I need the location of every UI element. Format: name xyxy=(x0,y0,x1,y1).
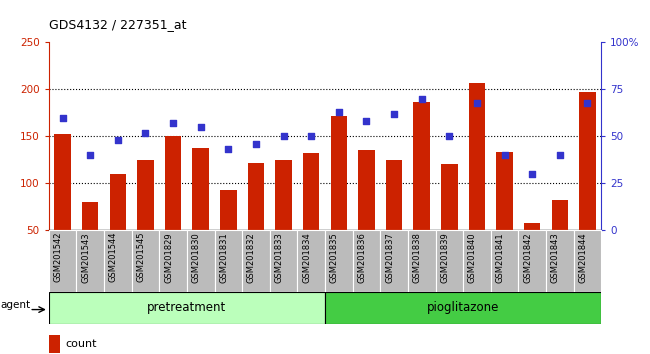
Bar xyxy=(104,230,131,292)
Bar xyxy=(491,230,519,292)
Text: GSM201834: GSM201834 xyxy=(302,232,311,283)
Text: GSM201842: GSM201842 xyxy=(523,232,532,282)
Point xyxy=(361,119,372,124)
Bar xyxy=(546,230,573,292)
Point xyxy=(527,171,538,177)
Point xyxy=(168,120,178,126)
Point xyxy=(112,137,123,143)
Bar xyxy=(220,190,237,277)
Bar xyxy=(330,116,347,277)
Bar xyxy=(441,164,458,277)
Text: GSM201542: GSM201542 xyxy=(53,232,62,282)
Bar xyxy=(192,148,209,277)
Text: GSM201543: GSM201543 xyxy=(81,232,90,282)
Point xyxy=(57,115,68,120)
Bar xyxy=(109,174,126,277)
Text: GDS4132 / 227351_at: GDS4132 / 227351_at xyxy=(49,18,187,31)
Text: count: count xyxy=(65,339,97,349)
Text: GSM201844: GSM201844 xyxy=(578,232,588,282)
Point xyxy=(444,133,454,139)
Bar xyxy=(131,230,159,292)
Point xyxy=(278,133,289,139)
Bar xyxy=(77,230,104,292)
Text: GSM201843: GSM201843 xyxy=(551,232,560,283)
Bar xyxy=(413,102,430,277)
Bar xyxy=(436,230,463,292)
Point xyxy=(389,111,399,116)
Point xyxy=(333,109,344,115)
Point xyxy=(582,100,593,105)
Bar xyxy=(325,292,601,324)
Bar xyxy=(159,230,187,292)
Bar xyxy=(276,160,292,277)
Bar xyxy=(303,153,319,277)
Text: GSM201833: GSM201833 xyxy=(274,232,283,283)
Bar xyxy=(519,230,546,292)
Bar xyxy=(579,92,595,277)
Bar xyxy=(49,335,60,353)
Bar xyxy=(469,83,485,277)
Bar xyxy=(54,135,71,277)
Text: pretreatment: pretreatment xyxy=(148,302,226,314)
Bar xyxy=(165,136,181,277)
Bar xyxy=(49,292,325,324)
Point xyxy=(223,147,233,152)
Bar xyxy=(248,162,264,277)
Bar xyxy=(551,200,568,277)
Bar xyxy=(385,160,402,277)
Bar xyxy=(82,202,99,277)
Bar xyxy=(497,152,513,277)
Bar xyxy=(380,230,408,292)
Text: GSM201832: GSM201832 xyxy=(247,232,256,283)
Text: GSM201830: GSM201830 xyxy=(192,232,201,283)
Text: GSM201838: GSM201838 xyxy=(413,232,422,283)
Text: agent: agent xyxy=(0,300,30,310)
Point xyxy=(499,152,510,158)
Point xyxy=(472,100,482,105)
Text: GSM201829: GSM201829 xyxy=(164,232,173,282)
Point xyxy=(251,141,261,147)
Point xyxy=(554,152,565,158)
Bar xyxy=(137,160,154,277)
Point xyxy=(140,130,151,135)
Bar xyxy=(463,230,491,292)
Text: GSM201835: GSM201835 xyxy=(330,232,339,283)
Text: GSM201836: GSM201836 xyxy=(358,232,367,283)
Bar xyxy=(187,230,214,292)
Point xyxy=(306,133,317,139)
Bar xyxy=(352,230,380,292)
Text: GSM201544: GSM201544 xyxy=(109,232,118,282)
Bar xyxy=(214,230,242,292)
Bar xyxy=(524,223,541,277)
Text: GSM201837: GSM201837 xyxy=(385,232,394,283)
Bar xyxy=(325,230,352,292)
Text: GSM201545: GSM201545 xyxy=(136,232,146,282)
Bar xyxy=(270,230,298,292)
Point xyxy=(196,124,206,130)
Bar xyxy=(408,230,436,292)
Text: pioglitazone: pioglitazone xyxy=(427,302,499,314)
Point xyxy=(85,152,96,158)
Point xyxy=(417,96,427,102)
Text: GSM201839: GSM201839 xyxy=(440,232,449,283)
Text: GSM201841: GSM201841 xyxy=(495,232,504,282)
Bar xyxy=(242,230,270,292)
Bar xyxy=(298,230,325,292)
Text: GSM201840: GSM201840 xyxy=(468,232,477,282)
Bar xyxy=(49,230,77,292)
Bar xyxy=(358,150,374,277)
Bar xyxy=(573,230,601,292)
Text: GSM201831: GSM201831 xyxy=(219,232,228,283)
